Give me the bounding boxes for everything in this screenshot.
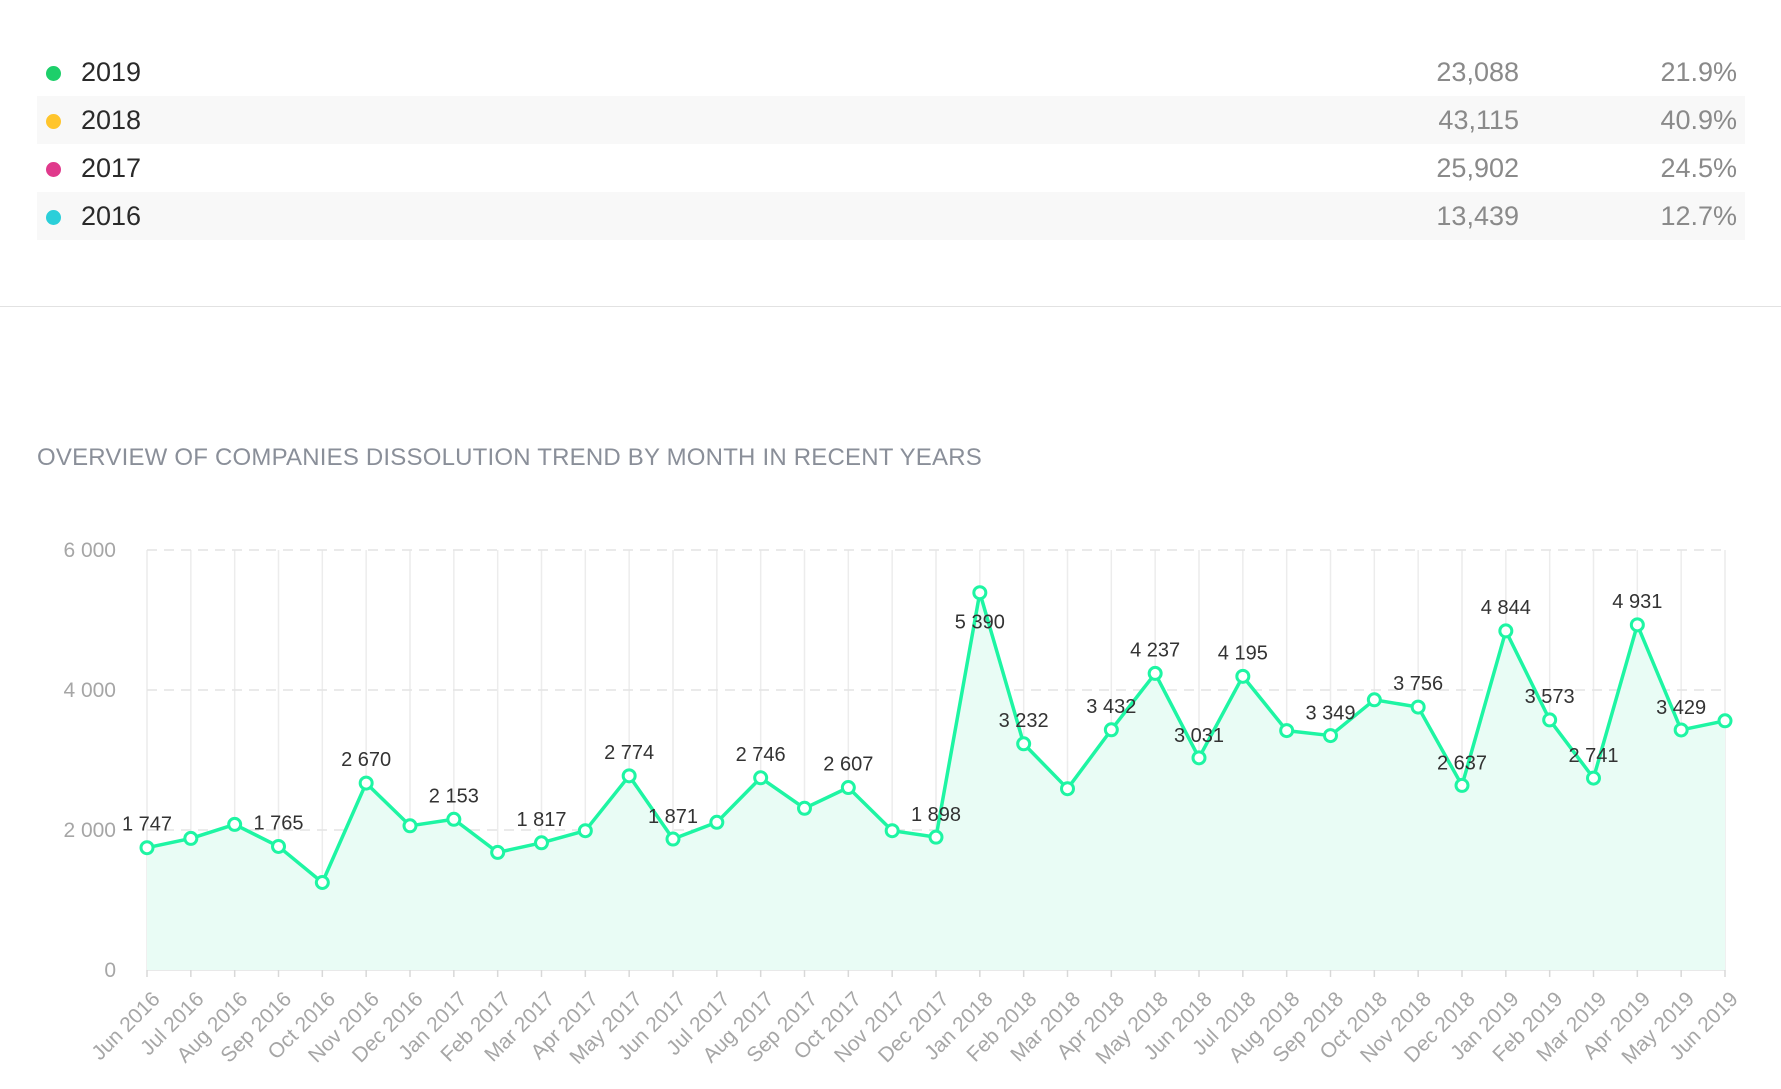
data-point [183,830,199,846]
legend-year: 2017 [81,153,142,183]
data-point [928,829,944,845]
series-dot-icon [46,162,61,177]
legend-row[interactable]: 2018 43,115 40.9% [37,96,1745,144]
data-point [972,585,988,601]
data-point [490,844,506,860]
series-dot-icon [46,210,61,225]
data-point [1717,713,1733,729]
data-label: 1 747 [122,814,172,836]
data-label: 3 232 [999,710,1049,732]
legend-percent: 40.9% [1660,105,1737,135]
data-label: 2 741 [1568,745,1618,767]
data-point [1454,777,1470,793]
y-tick-label: 6 000 [63,539,116,562]
data-label: 3 756 [1393,673,1443,695]
series-area [147,592,1725,970]
legend-year: 2016 [81,201,142,231]
legend-year: 2019 [81,57,142,87]
data-point [1410,699,1426,715]
data-label: 3 031 [1174,725,1224,747]
data-label: 3 429 [1656,697,1706,719]
data-label: 4 237 [1130,639,1180,661]
data-label: 1 871 [648,806,698,828]
legend-percent: 24.5% [1660,153,1737,183]
data-point [840,780,856,796]
legend-count: 13,439 [1436,201,1519,231]
data-label: 3 349 [1305,703,1355,725]
legend-percent: 21.9% [1660,57,1737,87]
data-point [884,823,900,839]
data-label: 2 153 [429,785,479,807]
data-point [1542,712,1558,728]
data-point [1016,736,1032,752]
section-divider [0,306,1781,307]
y-tick-label: 2 000 [63,819,116,842]
data-point [621,768,637,784]
data-point [577,823,593,839]
data-point [753,770,769,786]
data-point [1147,665,1163,681]
data-point [534,835,549,851]
data-point [358,775,374,791]
y-tick-label: 4 000 [63,679,116,702]
legend-count: 25,902 [1436,153,1519,183]
data-label: 2 670 [341,749,391,771]
data-label: 3 432 [1086,696,1136,718]
data-label: 3 573 [1525,686,1575,708]
data-point [271,838,286,854]
data-label: 2 637 [1437,752,1487,774]
data-label: 4 195 [1218,642,1268,664]
data-point [402,818,418,834]
data-point [314,875,330,890]
data-point [1366,692,1382,708]
data-point [1060,781,1075,797]
data-label: 5 390 [955,612,1005,634]
data-point [1103,722,1119,738]
data-point [1191,750,1207,766]
series-dot-icon [46,66,61,81]
legend-count: 23,088 [1436,57,1519,87]
y-tick-label: 0 [104,959,116,982]
data-point [1323,728,1338,744]
data-point [1629,617,1645,633]
legend-row[interactable]: 2016 13,439 12.7% [37,192,1745,240]
data-label: 2 774 [604,742,654,764]
series-dot-icon [46,114,61,129]
data-point [1673,722,1689,738]
data-label: 2 746 [736,744,786,766]
data-label: 4 844 [1481,597,1531,619]
legend-row[interactable]: 2019 23,088 21.9% [37,48,1745,96]
data-label: 1 817 [516,809,566,831]
legend-table: 2019 23,088 21.9% 2018 43,115 40.9% 2017… [37,48,1745,240]
legend-count: 43,115 [1438,105,1519,135]
data-point [797,800,812,816]
legend-year: 2018 [81,105,142,135]
data-label: 4 931 [1612,591,1662,613]
data-label: 1 898 [911,804,961,826]
data-point [1279,723,1295,739]
data-point [1235,668,1251,684]
data-point [1586,770,1601,786]
data-label: 1 765 [253,812,303,834]
chart-title: OVERVIEW OF COMPANIES DISSOLUTION TREND … [37,444,982,471]
data-point [709,814,725,830]
legend-row[interactable]: 2017 25,902 24.5% [37,144,1745,192]
data-point [227,816,243,832]
data-point [446,811,462,827]
legend-percent: 12.7% [1660,201,1737,231]
data-point [139,840,155,856]
data-point [665,831,681,847]
data-point [1498,623,1514,639]
data-label: 2 607 [823,754,873,776]
